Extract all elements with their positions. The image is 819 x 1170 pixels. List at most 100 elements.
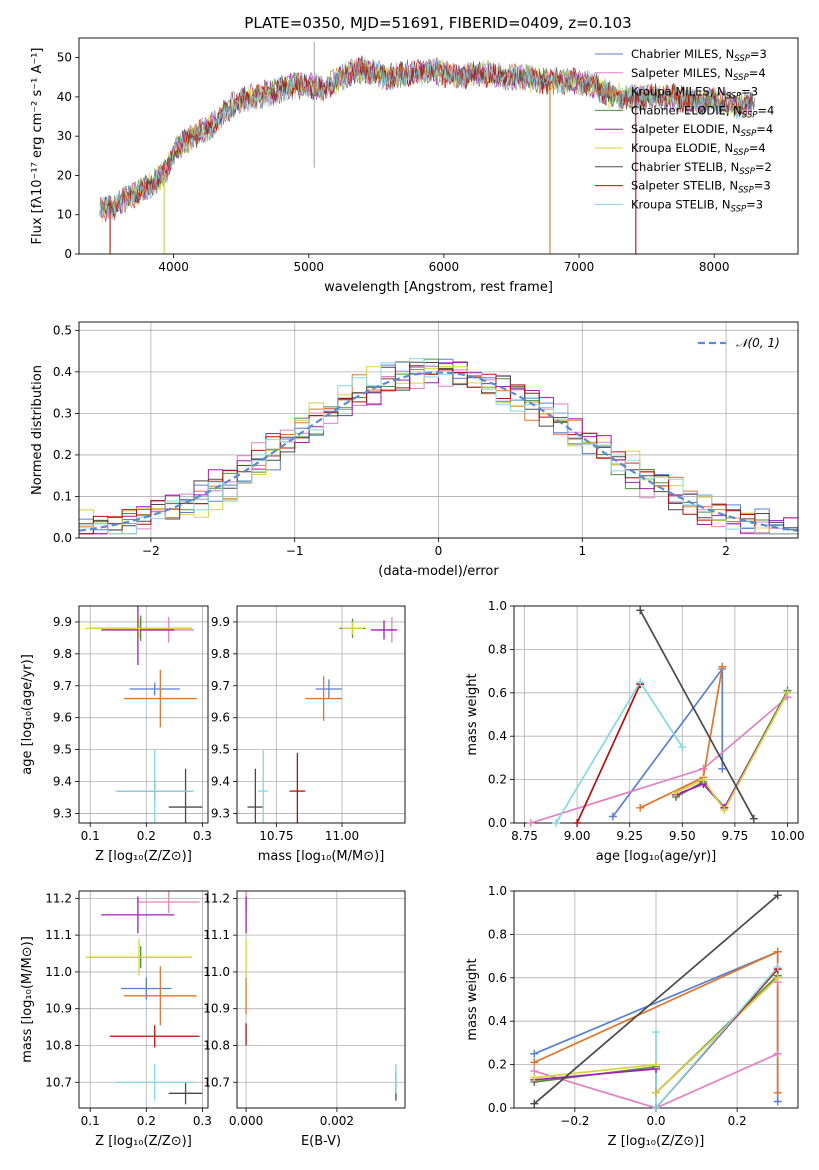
weight_vs_z-line-chabrier_stelib — [533, 894, 779, 1105]
weight_vs_age-marker-kroupa_elodie — [671, 788, 680, 797]
legend-label-chabrier_miles: Chabrier MILES, NSSP=3 — [631, 47, 767, 64]
mass_vs_ebv-ytick-label: 10.9 — [203, 1002, 230, 1016]
age_vs_mass-panel: 10.75 11.00 9.3 9.4 9.5 9.6 9.7 9.8 9.9 mass [log… — [211, 605, 406, 864]
weight_vs_z-panel: −0.2 0.0 0.2 0.0 0.2 0.4 0.6 0.8 1.0 Z [log₁₀(Z/Z… — [465, 884, 799, 1149]
mass_vs_z-ytick-label: 11.1 — [45, 928, 72, 942]
weight_vs_z-ytick-label: 0.2 — [488, 1058, 507, 1072]
age_vs_z-ytick-label: 9.9 — [53, 615, 72, 629]
age_vs_mass-xtick-label: 10.75 — [259, 829, 293, 843]
mass_vs_z-frame — [78, 890, 209, 1109]
weight_vs_age-xtick-label: 9.50 — [669, 829, 696, 843]
mass_vs_z-ytick-label: 11.0 — [45, 965, 72, 979]
spectrum-xtick-label: 6000 — [429, 260, 460, 274]
weight_vs_age-line-salpeter_stelib — [576, 683, 641, 823]
age_vs_z-plot-area — [85, 606, 203, 823]
mass_vs_ebv-grid — [237, 891, 405, 1108]
age_vs_z-xtick-label: 0.1 — [81, 829, 100, 843]
residuals-plot-area — [79, 358, 798, 538]
mass_vs_ebv-xtick-label: 0.002 — [320, 1114, 354, 1128]
weight_vs_z-marker-chabrier_miles — [530, 1049, 539, 1058]
mass_vs_ebv-frame — [236, 890, 406, 1109]
spectrum-ytick-label: 30 — [57, 129, 72, 143]
residual-legend-label: 𝒩(0, 1) — [736, 336, 780, 350]
age_vs_z-point-salpeter_elodie — [101, 606, 175, 666]
spectrum-series-salpeter_elodie — [100, 59, 753, 223]
residuals-xtick-label: 2 — [722, 544, 730, 558]
weight_vs_age-line-chabrier_stelib — [639, 609, 755, 820]
age_vs_mass-point-chabrier_miles — [315, 679, 342, 699]
spectrum-panel: 4000 5000 6000 7000 8000 0 10 20 30 40 50 wavelengt… — [30, 37, 799, 295]
age_vs_z-ytick-label: 9.3 — [53, 806, 72, 820]
legend-label-kroupa_stelib: Kroupa STELIB, NSSP=3 — [631, 197, 763, 214]
weight_vs_age-line-salpeter_miles — [530, 696, 789, 823]
weight_vs_z-marker-chabrier_stelib — [773, 891, 782, 900]
age_vs_z-xtick-label: 0.3 — [193, 829, 212, 843]
gaussian-curve — [79, 371, 798, 532]
age_vs_z-xtick-label: 0.2 — [137, 829, 156, 843]
spectrum-xtick-label: 4000 — [158, 260, 189, 274]
spectrum-xlabel: wavelength [Angstrom, rest frame] — [324, 280, 553, 295]
weight_vs_age-marker-salpeter_miles — [699, 764, 708, 773]
mass_vs_z-point-salpeter_stelib — [109, 1025, 200, 1048]
spectrum-ylabel: Flux [fλ10⁻¹⁷ erg cm⁻² s⁻¹ A⁻¹] — [30, 48, 45, 245]
spectrum-xtick-label: 8000 — [699, 260, 730, 274]
spectrum-plot-area — [99, 41, 755, 254]
weight_vs_z-ytick-label: 0.4 — [488, 1014, 507, 1028]
weight_vs_age-marker-salpeter_stelib — [573, 819, 582, 827]
weight_vs_z-xlabel: Z [log₁₀(Z/Z⊙)] — [608, 1134, 705, 1149]
weight_vs_age-xtick-label: 9.75 — [722, 829, 749, 843]
spectrum-xtick-label: 7000 — [564, 260, 595, 274]
age_vs_mass-point-kroupa_stelib — [258, 749, 269, 823]
weight_vs_age-marker-kroupa_stelib — [678, 743, 687, 752]
weight_vs_age-panel: 8.75 9.00 9.25 9.50 9.75 10.00 0.0 0.2 0.4 0.6 0.8… — [465, 599, 805, 864]
legend-label-chabrier_stelib: Chabrier STELIB, NSSP=2 — [631, 160, 772, 177]
mass_vs_z-xlabel: Z [log₁₀(Z/Z⊙)] — [95, 1134, 192, 1149]
age_vs_mass-xtick-label: 11.00 — [325, 829, 359, 843]
weight_vs_age-marker-kroupa_elodie — [699, 775, 708, 784]
age_vs_z-ytick-label: 9.4 — [53, 775, 72, 789]
weight_vs_age-marker-kroupa_miles — [718, 662, 727, 671]
age_vs_z-frame — [78, 605, 209, 824]
spectrum-legend: Chabrier MILES, NSSP=3 Salpeter MILES, NS… — [595, 47, 774, 214]
weight_vs_age-xtick-label: 9.25 — [616, 829, 643, 843]
spectrum-series-kroupa_stelib — [102, 58, 750, 221]
age_vs_mass-point-salpeter_stelib — [289, 752, 306, 823]
mass_vs_z-plot-area — [85, 891, 203, 1105]
age_vs_z-panel: 0.1 0.2 0.3 9.3 9.4 9.5 9.6 9.7 9.8 9.9 Z [log₁₀(Z… — [20, 605, 212, 864]
residuals-xtick-label: 1 — [578, 544, 586, 558]
mass_vs_z-point-kroupa_stelib — [115, 1063, 194, 1101]
weight_vs_z-ytick-label: 0.6 — [488, 971, 507, 985]
weight_vs_z-ytick-label: 1.0 — [488, 884, 507, 898]
residuals-ytick-label: 0.1 — [53, 489, 72, 503]
weight_vs_age-marker-kroupa_stelib — [636, 677, 645, 686]
mass_vs_z-point-salpeter_elodie — [101, 896, 175, 934]
spectrum-ytick-label: 0 — [64, 247, 72, 261]
weight_vs_age-marker-kroupa_miles — [636, 803, 645, 812]
mass_vs_z-point-kroupa_elodie — [85, 938, 193, 976]
weight_vs_age-ytick-label: 1.0 — [488, 599, 507, 613]
weight_vs_z-marker-kroupa_stelib — [652, 1104, 660, 1112]
weight_vs_age-xtick-label: 9.00 — [564, 829, 591, 843]
mass_vs_z-xtick-label: 0.2 — [137, 1114, 156, 1128]
weight_vs_age-ytick-label: 0.2 — [488, 773, 507, 787]
weight_vs_z-ytick-label: 0.0 — [488, 1101, 507, 1115]
mass_vs_z-grid — [79, 891, 208, 1108]
mass_vs_z-ytick-label: 10.9 — [45, 1002, 72, 1016]
weight_vs_z-marker-kroupa_miles — [773, 947, 782, 956]
weight_vs_age-marker-chabrier_stelib — [636, 606, 645, 615]
residuals-ytick-label: 0.3 — [53, 406, 72, 420]
spectrum-ytick-label: 50 — [57, 51, 72, 65]
residuals-ytick-label: 0.0 — [53, 531, 72, 545]
mass_vs_ebv-ytick-label: 10.8 — [203, 1038, 230, 1052]
legend-label-salpeter_miles: Salpeter MILES, NSSP=4 — [631, 66, 766, 83]
legend-label-salpeter_elodie: Salpeter ELODIE, NSSP=4 — [631, 122, 773, 139]
weight_vs_z-marker-kroupa_elodie — [652, 1060, 660, 1069]
weight_vs_z-xtick-label: 0.0 — [646, 1114, 665, 1128]
residuals-panel: −2 −1 0 1 2 0.0 0.1 0.2 0.3 0.4 0.5 (data-model)/er… — [30, 321, 799, 579]
residuals-xtick-label: 0 — [435, 544, 443, 558]
weight_vs_z-marker-kroupa_elodie — [773, 973, 782, 982]
weight_vs_age-ylabel: mass weight — [465, 673, 480, 755]
mass_vs_z-xtick-label: 0.1 — [81, 1114, 100, 1128]
residual-hist-chabrier_stelib — [79, 361, 798, 538]
mass_vs_ebv-plot-area — [245, 891, 397, 1101]
